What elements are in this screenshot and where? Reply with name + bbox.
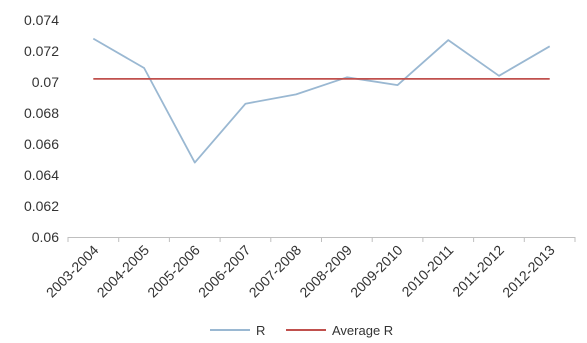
y-tick-label: 0.064 bbox=[24, 167, 59, 183]
y-tick-label: 0.068 bbox=[24, 105, 59, 121]
x-tick-label: 2011-2012 bbox=[449, 242, 507, 300]
legend: R Average R bbox=[210, 323, 393, 338]
axes: 0.06 0.062 0.064 0.066 0.068 0.07 0.072 0.074 20… bbox=[24, 12, 576, 301]
y-tick-label: 0.07 bbox=[32, 74, 59, 90]
series-line-r bbox=[92, 37, 551, 164]
x-tick-label: 2007-2008 bbox=[246, 242, 305, 301]
x-tick-label: 2003-2004 bbox=[43, 242, 102, 301]
x-tick-label: 2010-2011 bbox=[398, 242, 456, 300]
y-tick-label: 0.062 bbox=[24, 198, 59, 214]
y-tick-label: 0.074 bbox=[24, 12, 59, 28]
x-tick-label: 2009-2010 bbox=[347, 242, 406, 301]
x-tick-label: 2006-2007 bbox=[195, 242, 254, 301]
legend-label: Average R bbox=[332, 323, 393, 338]
x-tick-label: 2005-2006 bbox=[144, 242, 203, 301]
x-tick-label: 2004-2005 bbox=[94, 242, 153, 301]
x-tick-label: 2008-2009 bbox=[296, 242, 355, 301]
x-tick-label: 2012-2013 bbox=[499, 242, 558, 301]
y-tick-label: 0.066 bbox=[24, 136, 59, 152]
y-tick-label: 0.06 bbox=[32, 229, 59, 245]
series-group bbox=[92, 37, 551, 164]
legend-label: R bbox=[256, 323, 265, 338]
y-tick-label: 0.072 bbox=[24, 43, 59, 59]
